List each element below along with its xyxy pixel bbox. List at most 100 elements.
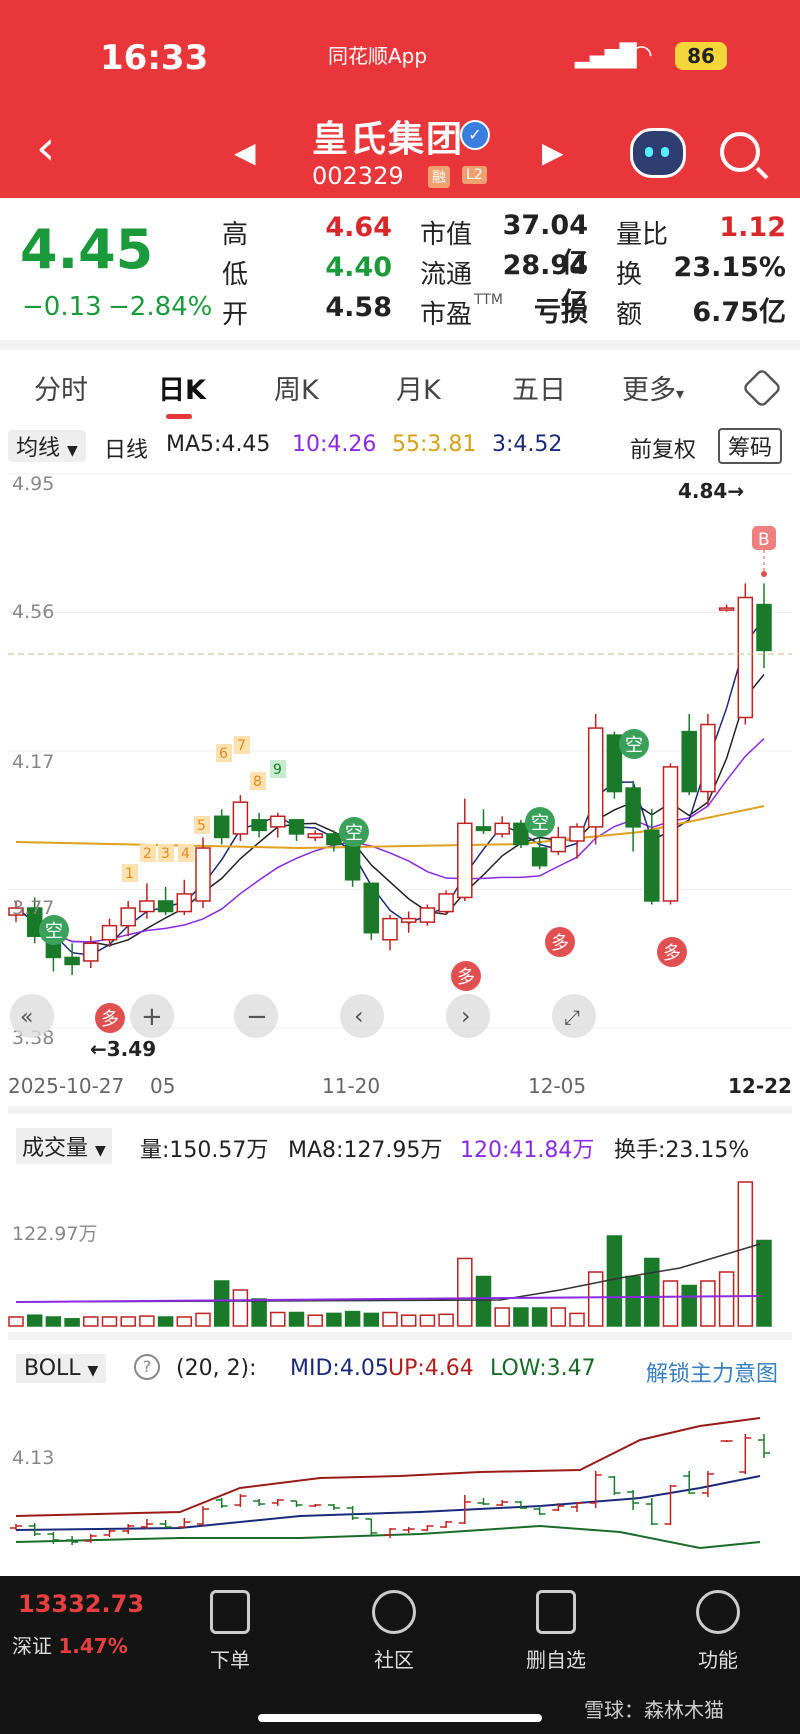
candle <box>606 734 623 793</box>
boll-indicator-select[interactable]: BOLL ▼ <box>16 1354 107 1383</box>
sequence-number: 6 <box>219 746 228 762</box>
volume-bar <box>606 1235 623 1327</box>
candle <box>644 829 660 902</box>
indicator-mode-select[interactable]: 均线 ▼ <box>8 430 86 462</box>
volume-bar <box>756 1239 772 1327</box>
indicator-mode-label: 均线 <box>16 436 61 461</box>
adjust-mode[interactable]: 前复权 <box>630 438 697 463</box>
sequence-box <box>234 736 250 754</box>
volume-bar <box>475 1275 492 1327</box>
quote-panel <box>0 198 800 340</box>
volume-chart[interactable]: 122.97万 <box>0 1160 800 1330</box>
long-signal <box>451 961 481 991</box>
min-price-label: ←3.49 <box>90 1037 156 1061</box>
candle <box>550 836 567 853</box>
ma3-value: 3:4.52 <box>492 432 563 457</box>
volume-ratio-value: 1.12 <box>719 212 786 243</box>
candle <box>363 882 380 934</box>
sequence-box <box>122 864 138 882</box>
ma10-value: 10:4.26 <box>292 432 377 457</box>
pe-label: 市盈 <box>420 300 473 330</box>
volume-bar <box>531 1307 548 1327</box>
candle <box>438 893 454 913</box>
sequence-box <box>216 744 232 762</box>
buy-marker-label: B <box>758 530 770 550</box>
nav-community[interactable]: 社区 <box>344 1590 444 1673</box>
next-stock-button[interactable]: ▶ <box>542 136 564 169</box>
nav-order[interactable]: 下单 <box>180 1590 280 1673</box>
sequence-number: 5 <box>197 818 206 834</box>
volume-bar <box>195 1312 211 1327</box>
candle <box>83 942 99 962</box>
tab-active-indicator <box>166 414 192 419</box>
price-change-pct: −2.84% <box>108 292 213 322</box>
long-signal-label: 多 <box>101 1009 119 1030</box>
search-icon[interactable] <box>720 132 760 172</box>
current-price: 4.45 <box>20 218 154 281</box>
tab-more[interactable]: 更多▾ <box>622 368 684 407</box>
back-button[interactable]: ‹ <box>36 120 56 176</box>
turnover-value: 23.15% <box>673 252 786 283</box>
unlock-intent-link[interactable]: 解锁主力意图 <box>646 1362 779 1387</box>
sequence-number: 9 <box>273 762 282 778</box>
help-icon[interactable]: ? <box>134 1354 160 1380</box>
nav-functions[interactable]: 功能 <box>668 1590 768 1673</box>
candle <box>270 815 286 828</box>
candle <box>494 822 510 835</box>
boll-price-ticks <box>10 1434 770 1545</box>
x-label-4: 12-22 <box>728 1074 792 1098</box>
index-value[interactable]: 13332.73 <box>18 1590 145 1618</box>
volume-bar <box>270 1311 286 1327</box>
chart-area <box>0 426 800 1576</box>
candle <box>120 907 136 927</box>
price-change: −0.13 <box>22 292 102 322</box>
sequence-number: 2 <box>143 846 152 862</box>
section-divider <box>8 1106 792 1114</box>
candle <box>157 900 174 913</box>
boll-indicator-label: BOLL <box>24 1356 81 1381</box>
tab-five-day[interactable]: 五日 <box>512 375 566 406</box>
tab-intraday[interactable]: 分时 <box>34 375 88 406</box>
tab-daily-k[interactable]: 日K <box>158 375 206 406</box>
chevron-right-icon: › <box>461 1002 471 1030</box>
candle <box>700 723 716 793</box>
chips-button[interactable]: 筹码 <box>718 428 783 464</box>
sequence-box <box>194 816 210 834</box>
chevron-down-icon: ▾ <box>676 384 685 403</box>
boll-mid-line <box>15 1475 761 1531</box>
index-change: 1.47% <box>58 1634 128 1658</box>
assistant-robot-icon[interactable] <box>630 128 686 178</box>
pe-ttm-label: TTM <box>474 292 503 308</box>
stock-name: 皇氏集团 <box>312 119 465 160</box>
short-signal-label: 空 <box>531 813 549 834</box>
long-signal-label: 多 <box>457 967 475 988</box>
volume-bar <box>26 1314 43 1327</box>
candle <box>139 900 155 913</box>
boll-up: UP:4.64 <box>388 1356 474 1381</box>
volume-indicator-select[interactable]: 成交量 ▼ <box>16 1128 112 1164</box>
open-label: 开 <box>222 300 249 330</box>
candle <box>475 826 492 832</box>
short-signal <box>339 817 369 847</box>
kline-grid <box>8 473 792 1029</box>
volume-bar <box>64 1318 80 1327</box>
scroll-right-button <box>446 994 490 1038</box>
star-icon <box>372 1590 416 1634</box>
volume-bar <box>363 1312 380 1327</box>
period-label: 日线 <box>104 438 149 463</box>
candle <box>344 843 361 881</box>
nav-remove-watch[interactable]: 删自选 <box>506 1590 606 1673</box>
volume-bar <box>550 1307 567 1327</box>
chevron-down-icon: ▼ <box>87 1363 99 1379</box>
prev-stock-button[interactable]: ◀ <box>234 136 256 169</box>
tab-weekly-k[interactable]: 周K <box>274 375 319 406</box>
tab-monthly-k[interactable]: 月K <box>396 375 441 406</box>
short-signal <box>39 915 69 945</box>
volume-y-label: 122.97万 <box>12 1223 97 1245</box>
boll-chart[interactable]: 4.13 <box>0 1388 800 1568</box>
x-label-1: 05 <box>150 1074 176 1098</box>
sequence-box <box>140 844 156 862</box>
volume-bar <box>45 1316 62 1327</box>
